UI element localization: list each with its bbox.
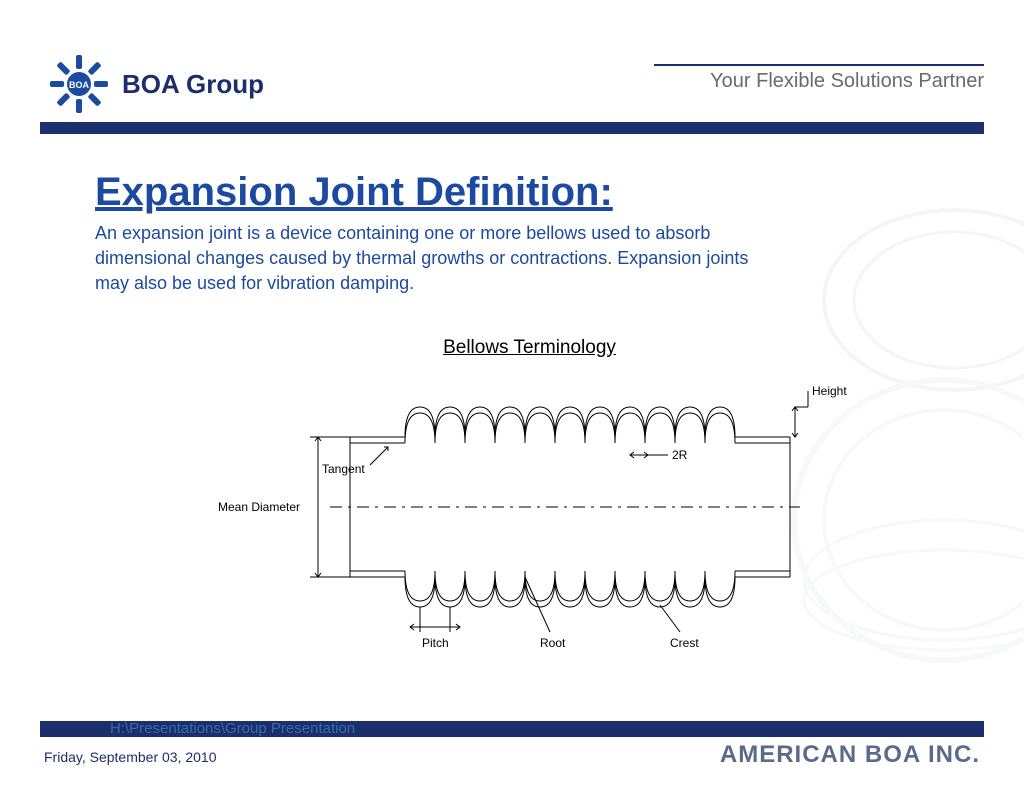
label-mean-diameter: Mean Diameter: [218, 500, 300, 514]
footer: H:\Presentations\Group Presentation: [0, 721, 1024, 737]
footer-brand: AMERICAN BOA INC.: [720, 741, 980, 769]
footer-date: Friday, September 03, 2010: [44, 749, 217, 765]
svg-text:BOA: BOA: [69, 80, 90, 90]
page-title: Expansion Joint Definition:: [95, 170, 964, 215]
content-area: Expansion Joint Definition: An expansion…: [0, 140, 1024, 657]
diagram-title: Bellows Terminology: [95, 337, 964, 359]
boa-logo-icon: BOA: [50, 55, 108, 113]
tagline-text: Your Flexible Solutions Partner: [654, 70, 984, 93]
definition-text: An expansion joint is a device containin…: [95, 221, 755, 297]
bellows-diagram: Height 2R Tangent: [200, 377, 860, 657]
footer-bar: H:\Presentations\Group Presentation: [40, 721, 984, 737]
label-crest: Crest: [670, 636, 699, 650]
label-two-r: 2R: [672, 448, 688, 462]
company-name: BOA Group: [122, 69, 264, 100]
label-height: Height: [812, 384, 847, 398]
tagline-rule: [654, 64, 984, 66]
tagline-block: Your Flexible Solutions Partner: [654, 64, 984, 93]
diagram-area: Bellows Terminology: [95, 337, 964, 657]
label-tangent: Tangent: [322, 462, 365, 476]
header-bar: [40, 122, 984, 134]
label-root: Root: [540, 636, 566, 650]
footer-path: H:\Presentations\Group Presentation: [110, 720, 355, 737]
label-pitch: Pitch: [422, 636, 449, 650]
header: BOA BOA Group Your Flexible Solutions Pa…: [0, 0, 1024, 140]
